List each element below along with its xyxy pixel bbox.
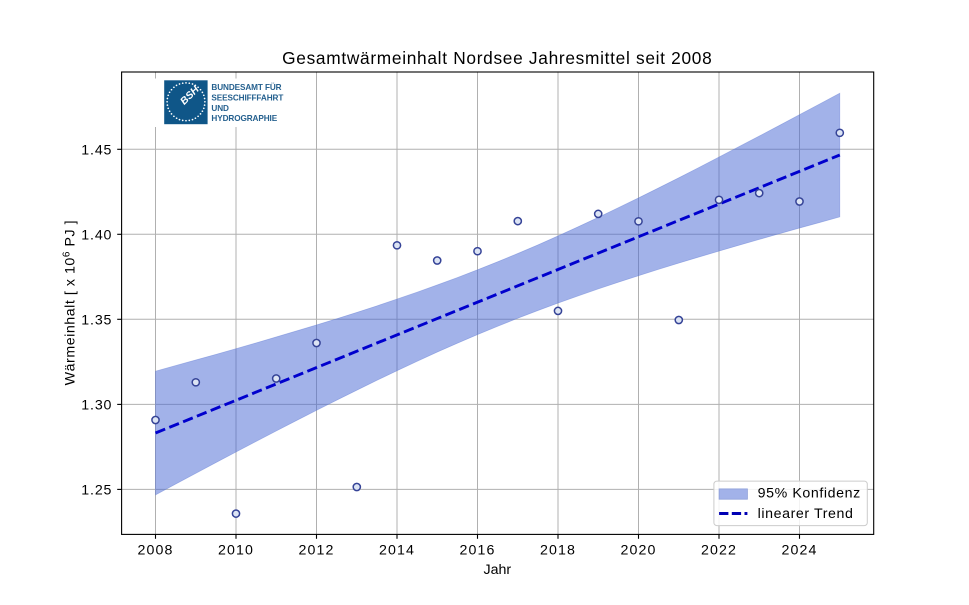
svg-text:BUNDESAMT FÜR: BUNDESAMT FÜR xyxy=(211,82,281,92)
svg-text:1.40: 1.40 xyxy=(81,227,112,243)
svg-text:Wärmeinhalt [ x 106 PJ ]: Wärmeinhalt [ x 106 PJ ] xyxy=(62,220,79,385)
svg-text:2020: 2020 xyxy=(621,543,657,559)
svg-text:Gesamtwärmeinhalt Nordsee Jahr: Gesamtwärmeinhalt Nordsee Jahresmittel s… xyxy=(282,48,712,68)
svg-text:1.35: 1.35 xyxy=(81,312,112,328)
svg-text:2018: 2018 xyxy=(540,543,576,559)
svg-text:UND: UND xyxy=(211,104,229,113)
svg-text:linearer Trend: linearer Trend xyxy=(758,506,854,522)
svg-text:HYDROGRAPHIE: HYDROGRAPHIE xyxy=(211,114,277,123)
svg-text:2016: 2016 xyxy=(460,543,496,559)
svg-text:1.30: 1.30 xyxy=(81,397,112,413)
svg-text:2010: 2010 xyxy=(218,543,254,559)
svg-text:2014: 2014 xyxy=(379,543,415,559)
svg-text:2008: 2008 xyxy=(138,543,174,559)
svg-text:1.25: 1.25 xyxy=(81,482,112,498)
svg-text:1.45: 1.45 xyxy=(81,142,112,158)
svg-text:Jahr: Jahr xyxy=(483,562,511,578)
svg-text:95% Konfidenz: 95% Konfidenz xyxy=(758,485,861,501)
svg-text:2012: 2012 xyxy=(299,543,335,559)
svg-text:2022: 2022 xyxy=(701,543,737,559)
svg-text:2024: 2024 xyxy=(782,543,818,559)
svg-text:SEESCHIFFFAHRT: SEESCHIFFFAHRT xyxy=(211,94,283,103)
